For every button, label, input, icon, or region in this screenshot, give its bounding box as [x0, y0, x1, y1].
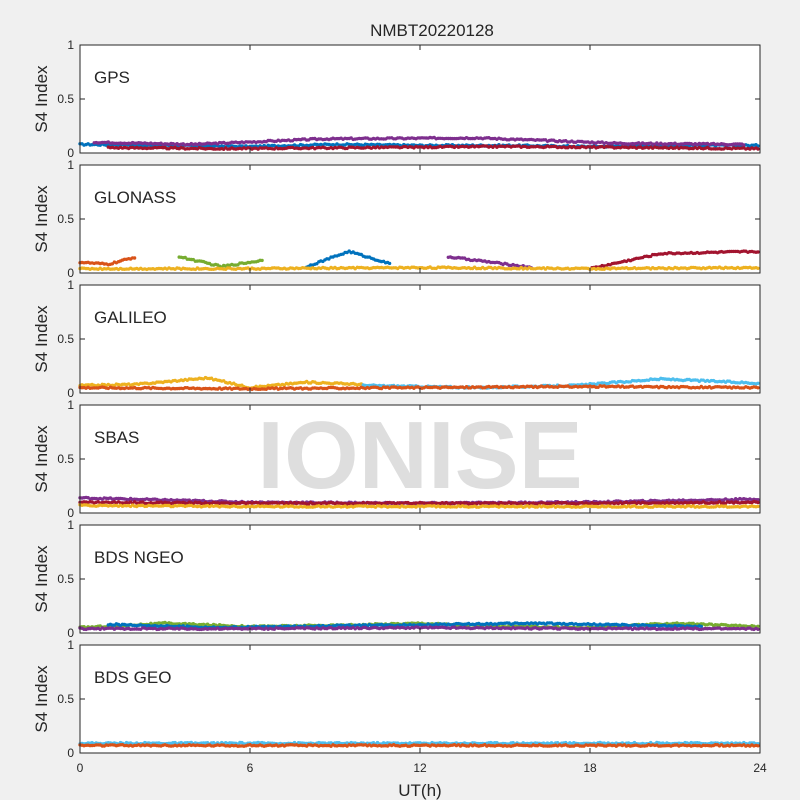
- y-tick-label: 1: [67, 278, 74, 292]
- y-tick-label: 0.5: [57, 452, 74, 466]
- y-tick-label: 1: [67, 158, 74, 172]
- y-axis-label: S4 Index: [32, 425, 51, 493]
- data-point: [387, 261, 392, 266]
- data-point: [756, 266, 760, 270]
- data-point: [756, 250, 760, 254]
- y-tick-label: 1: [67, 38, 74, 52]
- data-point: [756, 381, 760, 385]
- plot-area: [80, 45, 760, 153]
- data-point: [742, 143, 746, 147]
- series-track: [305, 249, 392, 269]
- y-tick-label: 0.5: [57, 212, 74, 226]
- panel-label: SBAS: [94, 428, 139, 447]
- y-tick-label: 0: [67, 146, 74, 160]
- figure-title: NMBT20220128: [370, 21, 494, 40]
- y-axis-label: S4 Index: [32, 185, 51, 253]
- panel-label: GLONASS: [94, 188, 176, 207]
- series-track: [78, 265, 760, 272]
- panel-galileo: 0 0.5 1 S4 Index GALILEO: [32, 278, 761, 400]
- plot-area: [80, 285, 760, 393]
- y-tick-label: 0: [67, 386, 74, 400]
- panel-label: BDS NGEO: [94, 548, 184, 567]
- y-axis-label: S4 Index: [32, 65, 51, 133]
- y-tick-label: 0.5: [57, 332, 74, 346]
- series-track: [78, 256, 137, 267]
- data-point: [260, 258, 264, 263]
- data-point: [756, 500, 760, 505]
- y-tick-label: 1: [67, 398, 74, 412]
- series-track: [78, 499, 760, 506]
- y-tick-label: 0: [67, 266, 74, 280]
- series-track: [78, 384, 760, 392]
- panel-label: GALILEO: [94, 308, 167, 327]
- y-tick-label: 1: [67, 518, 74, 532]
- plot-area: [80, 645, 760, 753]
- data-point: [756, 627, 760, 631]
- y-tick-label: 0.5: [57, 572, 74, 586]
- data-point: [756, 386, 760, 390]
- y-tick-label: 0.5: [57, 92, 74, 106]
- data-point: [756, 504, 760, 509]
- plot-area: [80, 525, 760, 633]
- series-track: [92, 135, 746, 147]
- plot-area: [80, 405, 760, 513]
- series-track: [446, 255, 533, 270]
- data-point: [756, 147, 760, 151]
- series-track: [106, 144, 760, 151]
- y-axis-label: S4 Index: [32, 305, 51, 373]
- series-track: [177, 255, 264, 269]
- y-axis-label: S4 Index: [32, 545, 51, 613]
- series-track: [78, 375, 363, 390]
- panel-label: GPS: [94, 68, 130, 87]
- panel-glonass: 0 0.5 1 S4 Index GLONASS: [32, 158, 761, 280]
- data-point: [756, 498, 760, 502]
- panel-gps: 0 0.5 1 S4 Index GPS: [32, 38, 761, 160]
- data-point: [132, 256, 137, 260]
